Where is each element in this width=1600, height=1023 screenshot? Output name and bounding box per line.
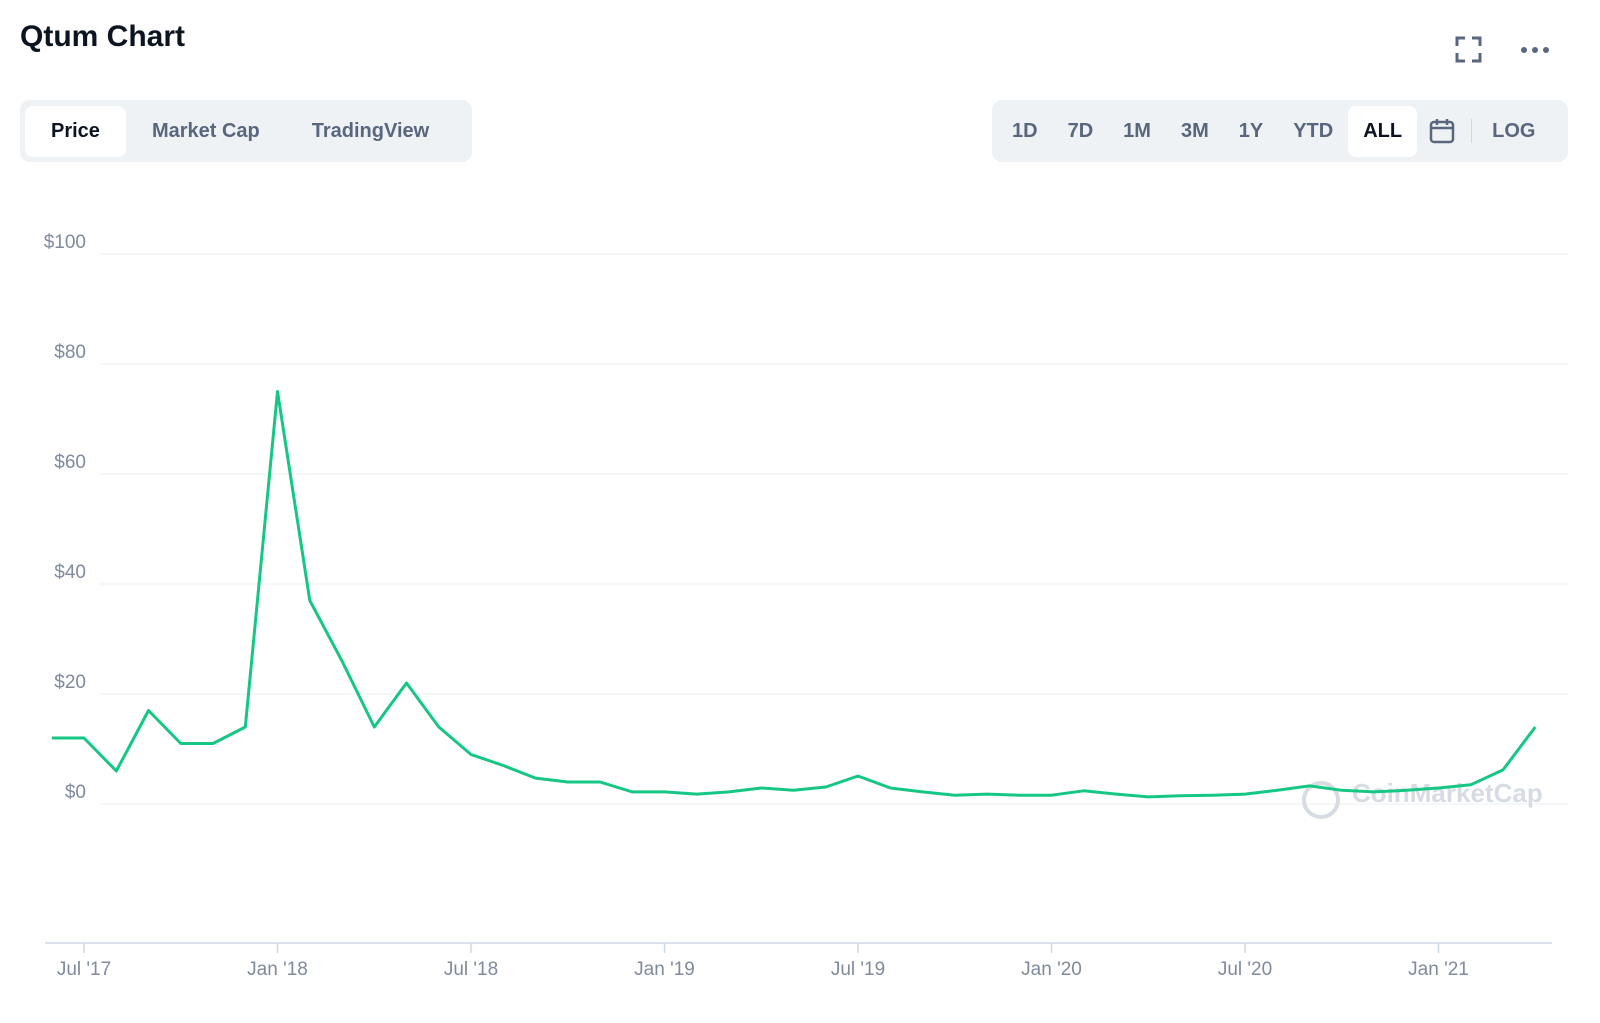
x-tick-label: Jul '18 [444,959,498,980]
x-tick-label: Jan '20 [1021,959,1082,980]
range-button[interactable]: 3M [1180,119,1209,142]
more-icon [1521,47,1549,53]
x-tick-label: Jan '21 [1408,959,1469,980]
watermark-logo [1302,781,1340,819]
tab-button[interactable]: Market Cap [151,119,260,142]
calendar-button[interactable] [1417,116,1467,146]
tab-button[interactable]: Price [25,105,126,157]
y-tick-label: $20 [54,672,86,693]
price-line [51,390,1537,799]
range-button[interactable]: 1M [1123,119,1151,142]
range-button[interactable]: 1D [1012,119,1038,142]
tab-button[interactable]: TradingView [311,119,430,142]
x-tick-label: Jul '20 [1218,959,1272,980]
y-tick-label: $60 [54,452,86,473]
y-tick-label: $80 [54,342,86,363]
tab-group: Price Market Cap TradingView [20,100,472,162]
range-group: 1D 7D 1M 3M 1Y YTD ALL LOG [992,100,1568,162]
log-button[interactable]: LOG [1492,119,1536,142]
page-title: Qtum Chart [20,20,185,53]
x-tick-label: Jan '19 [634,959,695,980]
range-button[interactable]: YTD [1293,119,1334,142]
watermark: CoinMarketCap [1352,778,1543,808]
fullscreen-icon [1455,36,1482,63]
x-tick-label: Jan '18 [247,959,308,980]
x-tick-label: Jul '17 [57,959,111,980]
range-button[interactable]: 1Y [1238,119,1264,142]
y-tick-label: $40 [54,562,86,583]
separator [1471,119,1473,143]
range-button[interactable]: ALL [1348,105,1418,157]
calendar-icon [1429,119,1455,144]
x-tick-label: Jul '19 [831,959,885,980]
y-tick-label: $100 [44,232,86,253]
y-tick-label: $0 [65,782,86,803]
range-button[interactable]: 7D [1067,119,1094,142]
